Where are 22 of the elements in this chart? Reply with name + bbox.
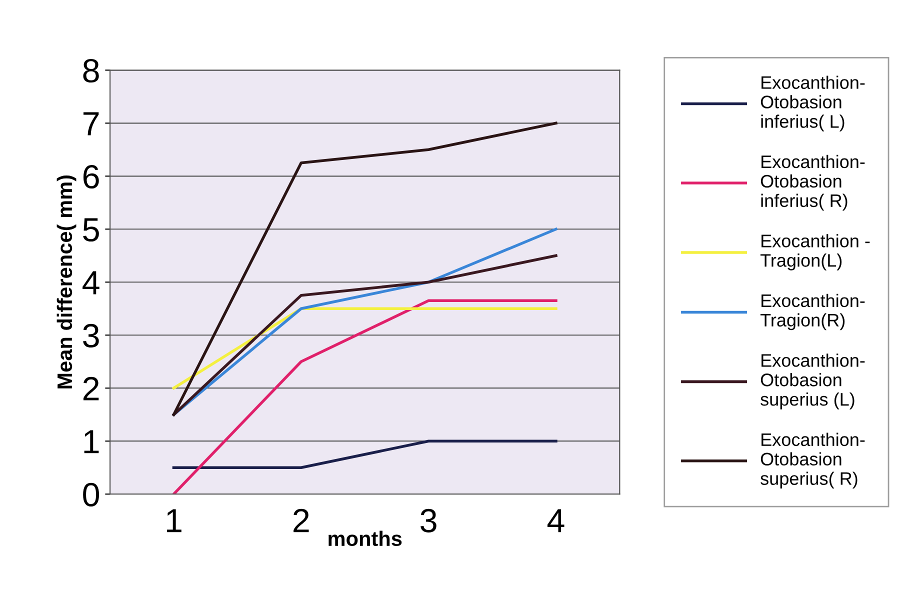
x-tick-label: 4 [547, 509, 564, 532]
y-tick-label: 6 [83, 164, 99, 189]
line-series [172, 122, 558, 416]
y-tick-label: 4 [82, 271, 100, 294]
x-axis-title: months [328, 530, 402, 546]
legend-label: Exocanthion- Tragion(R) [760, 294, 865, 330]
legend-label: Exocanthion - Tragion(L) [760, 234, 870, 270]
y-tick-label: 3 [83, 324, 99, 348]
y-axis-title: Mean difference( mm) [56, 175, 76, 388]
y-tick-label: 7 [83, 112, 99, 136]
y-tick-label: 0 [83, 482, 100, 507]
legend-label: Exocanthion- Otobasion superius( R) [760, 432, 865, 489]
x-tick-label: 2 [294, 508, 309, 532]
legend-label: Exocanthion- Otobasion inferius( L) [760, 76, 865, 132]
y-tick-label: 5 [83, 218, 99, 242]
legend-label: Exocanthion- Otobasion superius (L) [760, 354, 865, 410]
y-tick-label: 1 [84, 430, 99, 454]
x-tick-label: 1 [167, 509, 182, 532]
x-tick-label: 3 [420, 508, 436, 532]
y-tick-label: 2 [83, 376, 99, 400]
legend-label: Exocanthion- Otobasion inferius( R) [760, 154, 865, 211]
y-tick-label: 8 [83, 58, 99, 83]
